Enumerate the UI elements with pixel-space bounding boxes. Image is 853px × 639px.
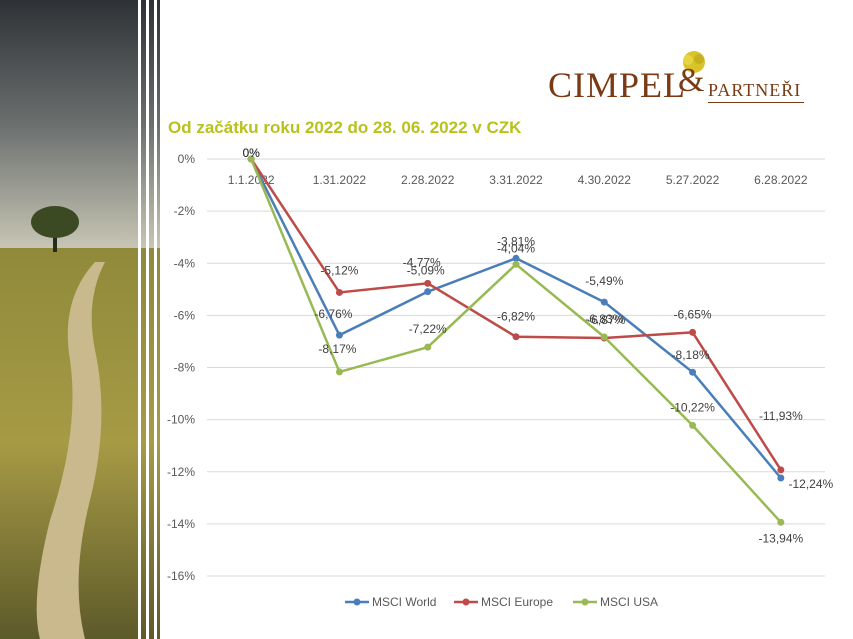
legend-label: MSCI World	[372, 595, 436, 609]
data-label: -5,12%	[320, 263, 358, 277]
data-label: -13,94%	[759, 531, 804, 545]
data-point	[512, 254, 520, 262]
x-tick-label: 1.31.2022	[313, 173, 367, 187]
company-logo: CIMPEL & PARTNEŘI	[548, 50, 818, 110]
data-label: -6,83%	[585, 312, 623, 326]
legend-marker	[353, 598, 361, 606]
data-point	[777, 466, 785, 474]
logo-partners: PARTNEŘI	[708, 80, 802, 100]
data-label: 0%	[242, 146, 260, 160]
data-point	[777, 518, 785, 526]
x-tick-label: 3.31.2022	[489, 173, 543, 187]
data-point	[424, 343, 432, 351]
data-label: 0%	[242, 146, 260, 160]
data-point	[335, 288, 343, 296]
data-point	[689, 328, 697, 336]
data-label: -5,49%	[585, 274, 623, 288]
chart-title: Od začátku roku 2022 do 28. 06. 2022 v C…	[168, 118, 522, 137]
y-tick-label: -16%	[167, 569, 195, 583]
logo-brand: CIMPEL	[548, 65, 687, 105]
line-chart: 0%-2%-4%-6%-8%-10%-12%-14%-16% 1.1.2022 1…	[167, 146, 834, 609]
x-axis: 1.1.2022 1.31.2022 2.28.2022 3.31.2022 4.30.…	[228, 173, 808, 187]
y-tick-label: -12%	[167, 465, 195, 479]
x-tick-label: 5.27.2022	[666, 173, 720, 187]
data-point	[424, 279, 432, 287]
x-tick-label: 2.28.2022	[401, 173, 455, 187]
data-label: -4,77%	[403, 255, 441, 269]
data-label: -8,17%	[318, 342, 356, 356]
legend-label: MSCI USA	[600, 595, 658, 609]
data-point	[689, 368, 697, 376]
logo-underline	[708, 102, 804, 103]
data-label: 0%	[242, 146, 260, 160]
data-point	[512, 260, 520, 268]
series-line-2	[249, 158, 782, 524]
x-tick-label: 6.28.2022	[754, 173, 808, 187]
legend-marker	[462, 598, 470, 606]
data-label: -5,09%	[407, 264, 445, 278]
legend-label: MSCI Europe	[481, 595, 553, 609]
y-tick-label: -10%	[167, 413, 195, 427]
data-label: -4,04%	[497, 241, 535, 255]
y-tick-label: -6%	[174, 308, 196, 322]
y-axis: 0% -2% -4% -6% -8% -10% -12% -14% -16%	[167, 152, 195, 583]
data-label: -3,81%	[497, 234, 535, 248]
logo-ampersand: &	[678, 62, 705, 99]
data-point	[335, 368, 343, 376]
y-tick-label: 0%	[178, 152, 196, 166]
data-point	[777, 474, 785, 482]
y-tick-label: -14%	[167, 517, 195, 531]
chart-grid	[207, 158, 825, 577]
data-label: -6,87%	[587, 313, 625, 327]
chart-legend: MSCI World MSCI Europe MSCI USA	[345, 595, 658, 609]
y-tick-label: -4%	[174, 256, 196, 270]
x-tick-label: 4.30.2022	[578, 173, 632, 187]
data-label: -6,65%	[674, 307, 712, 321]
data-label: -8,18%	[672, 348, 710, 362]
logo-tree-icon	[683, 51, 705, 73]
y-tick-label: -2%	[174, 204, 196, 218]
data-point	[335, 331, 343, 339]
data-labels: 0%-6,76%-5,09%-3,81%-5,49%-8,18%-12,24%0…	[242, 146, 833, 545]
data-point	[600, 333, 608, 341]
data-label: -12,24%	[789, 477, 834, 491]
landscape-photo	[0, 0, 160, 639]
data-label: -6,82%	[497, 310, 535, 324]
data-label: -7,22%	[409, 322, 447, 336]
data-point	[600, 298, 608, 306]
data-point	[247, 155, 255, 163]
series-lines	[247, 155, 785, 526]
data-label: -11,93%	[759, 409, 803, 423]
legend-marker	[581, 598, 589, 606]
data-point	[512, 333, 520, 341]
data-label: -10,22%	[670, 400, 715, 414]
data-point	[424, 288, 432, 296]
y-tick-label: -8%	[174, 361, 196, 375]
data-point	[689, 421, 697, 429]
data-label: -6,76%	[314, 307, 352, 321]
